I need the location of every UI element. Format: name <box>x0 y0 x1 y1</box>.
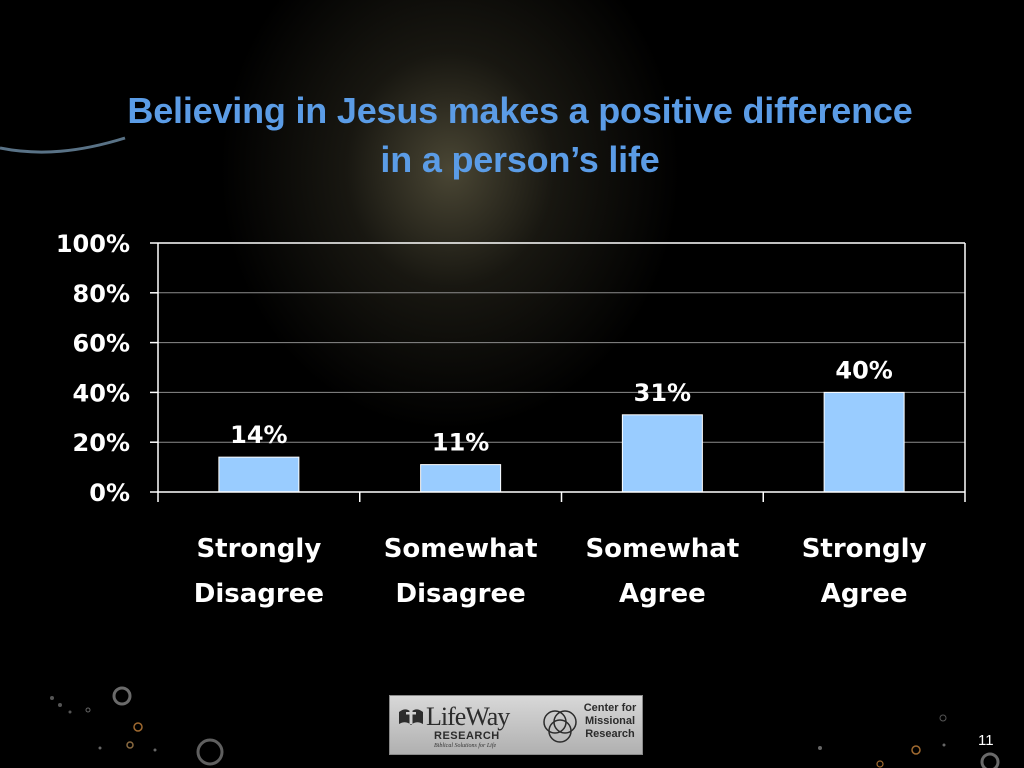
title-line-1: Believing in Jesus makes a positive diff… <box>127 90 913 131</box>
bar-2 <box>621 414 703 493</box>
book-icon <box>399 708 423 725</box>
labels: 0% 20% 40% 60% 80% 100% 14% Strongly Disagree 11%… <box>56 230 927 609</box>
y-tick-label-40: 40% <box>73 379 130 407</box>
lifeway-name: LifeWay <box>426 702 510 731</box>
y-tick-label-100: 100% <box>56 230 130 258</box>
y-tick-label-60: 60% <box>73 330 130 358</box>
y-tick-label-0: 0% <box>89 479 130 507</box>
bar-3 <box>823 391 905 493</box>
data-label-2: 31% <box>634 379 691 407</box>
logo-banner: LifeWay RESEARCH Biblical Solutions for … <box>389 695 643 755</box>
cmr-name: Center for Missional Research <box>580 702 640 741</box>
data-label-3: 40% <box>835 356 892 384</box>
category-label-3-1: Agree <box>821 579 908 609</box>
cmr-logo: Center for Missional Research <box>538 700 638 750</box>
category-label-3-0: Strongly <box>802 534 927 564</box>
page-title: Believing in Jesus makes a positive diff… <box>60 86 980 184</box>
lifeway-tagline: Biblical Solutions for Life <box>434 743 497 749</box>
bars <box>218 391 905 493</box>
lifeway-research-label: RESEARCH <box>434 730 500 742</box>
category-label-1-0: Somewhat <box>384 534 538 564</box>
y-tick-label-80: 80% <box>73 280 130 308</box>
data-label-0: 14% <box>230 421 287 449</box>
category-label-0-0: Strongly <box>196 534 321 564</box>
category-label-0-1: Disagree <box>194 579 324 609</box>
decorative-swoosh <box>0 136 126 154</box>
y-tick-label-20: 20% <box>73 429 130 457</box>
bar-1 <box>420 464 502 493</box>
category-label-2-0: Somewhat <box>585 534 739 564</box>
lifeway-research-logo: LifeWay RESEARCH Biblical Solutions for … <box>396 702 526 749</box>
cmr-line-3: Research <box>585 728 635 740</box>
cmr-line-1: Center for <box>583 702 637 714</box>
data-label-1: 11% <box>432 429 489 457</box>
bar-0 <box>218 456 300 493</box>
slide-number: 11 <box>978 732 994 749</box>
cmr-line-2: Missional <box>584 715 636 727</box>
rings-icon <box>543 710 577 743</box>
category-label-2-1: Agree <box>619 579 706 609</box>
category-label-1-1: Disagree <box>396 579 526 609</box>
title-line-2: in a person’s life <box>380 139 660 180</box>
axes <box>150 242 966 502</box>
